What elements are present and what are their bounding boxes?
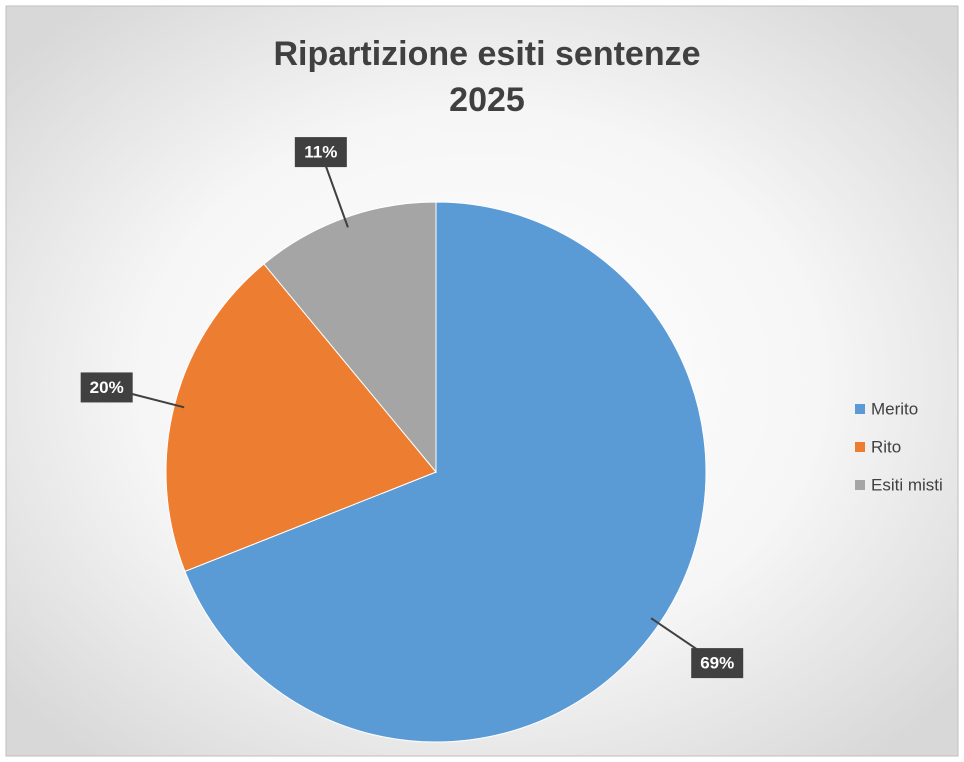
legend-label: Esiti misti [871,475,943,494]
data-label: 69% [700,654,734,673]
data-label-box [80,372,133,403]
data-label-box [691,648,744,679]
legend-label: Rito [871,437,901,456]
chart-title: Ripartizione esiti sentenze [274,35,701,73]
chart-title: 2025 [449,81,525,119]
data-label-box [294,137,347,168]
legend-swatch [855,480,865,490]
data-label: 20% [90,378,124,397]
legend-swatch [855,442,865,452]
legend-label: Merito [871,399,918,418]
legend-swatch [855,404,865,414]
data-label: 11% [304,143,337,162]
